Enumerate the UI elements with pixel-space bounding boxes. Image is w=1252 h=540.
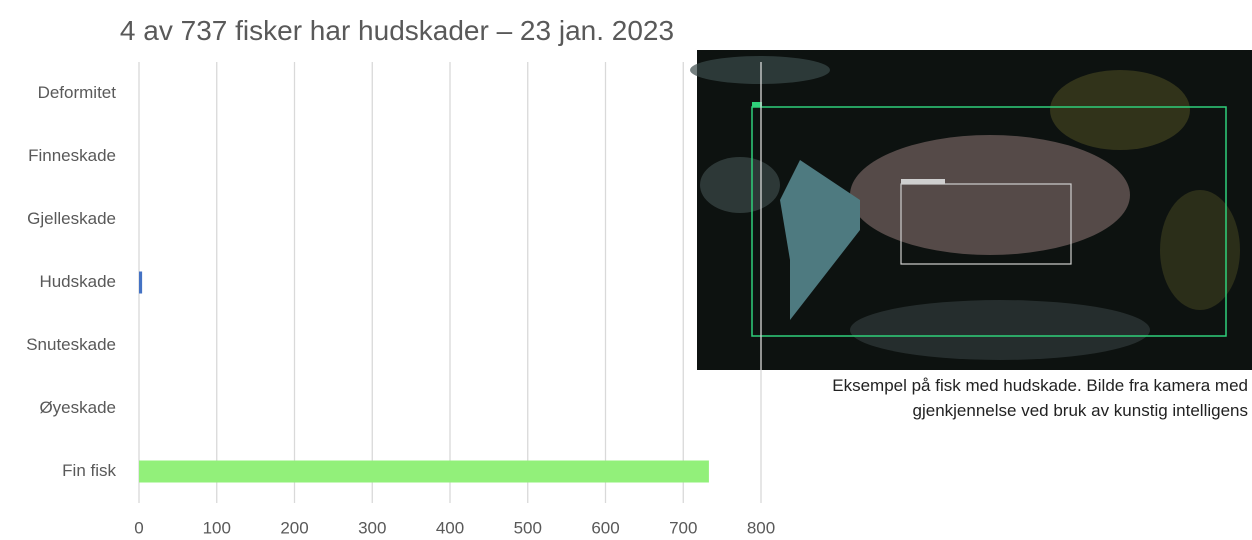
photo-fish — [850, 135, 1130, 255]
image-caption: Eksempel på fisk med hudskade. Bilde fra… — [832, 373, 1248, 423]
photo-kelp — [1160, 190, 1240, 310]
fish-photo — [690, 50, 1252, 370]
y-tick-label: Deformitet — [38, 83, 117, 102]
x-tick-label: 300 — [358, 518, 386, 537]
x-tick-label: 700 — [669, 518, 697, 537]
y-tick-label: Finneskade — [28, 146, 116, 165]
x-tick-label: 500 — [514, 518, 542, 537]
y-tick-label: Øyeskade — [39, 398, 116, 417]
x-tick-label: 400 — [436, 518, 464, 537]
photo-fish — [700, 157, 780, 213]
detection-tag — [901, 179, 945, 184]
chart-title: 4 av 737 fisker har hudskader – 23 jan. … — [119, 15, 675, 46]
caption-line: gjenkjennelse ved bruk av kunstig intell… — [912, 401, 1248, 420]
detection-tag — [752, 102, 762, 107]
y-tick-label: Gjelleskade — [27, 209, 116, 228]
x-tick-label: 200 — [280, 518, 308, 537]
photo-kelp — [1050, 70, 1190, 150]
detection-box — [900, 183, 1072, 265]
caption-line: Eksempel på fisk med hudskade. Bilde fra… — [832, 376, 1248, 395]
y-tick-label: Hudskade — [39, 272, 116, 291]
detection-box — [751, 106, 1227, 337]
x-tick-label: 0 — [134, 518, 143, 537]
x-tick-label: 800 — [747, 518, 775, 537]
bar — [139, 271, 143, 294]
photo-fish-tail — [780, 160, 860, 320]
x-tick-label: 100 — [203, 518, 231, 537]
y-tick-label: Snuteskade — [26, 335, 116, 354]
bar — [139, 460, 709, 483]
photo-fish — [690, 56, 830, 84]
x-tick-label: 600 — [591, 518, 619, 537]
y-tick-label: Fin fisk — [62, 461, 116, 480]
photo-fish — [850, 300, 1150, 360]
